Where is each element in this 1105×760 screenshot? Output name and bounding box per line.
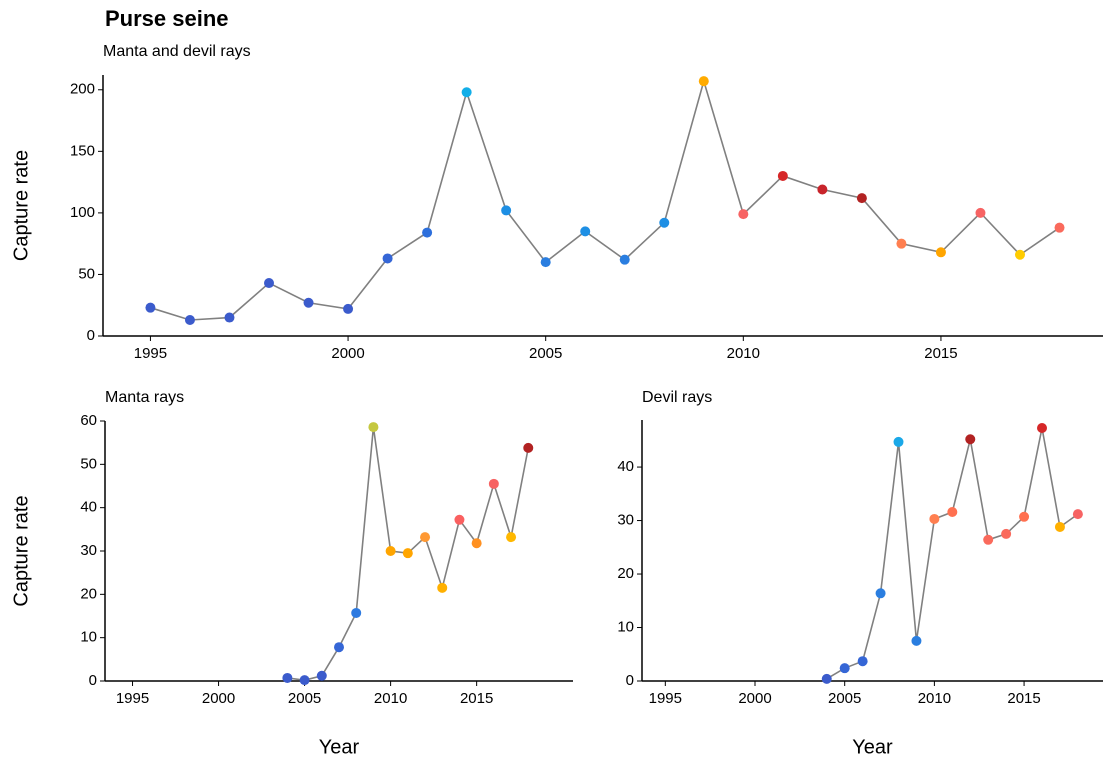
- point: [1019, 511, 1030, 522]
- point: [911, 635, 922, 646]
- x-tick-label: 2005: [529, 345, 562, 362]
- point: [1037, 423, 1048, 434]
- point: [875, 588, 886, 599]
- y-tick-label: 200: [70, 81, 95, 98]
- y-tick-label: 150: [70, 142, 95, 159]
- point: [947, 506, 958, 517]
- point: [471, 538, 482, 549]
- y-tick-label: 0: [89, 672, 97, 689]
- point: [738, 209, 749, 220]
- y-tick-label: 50: [80, 455, 97, 472]
- point: [896, 238, 907, 249]
- point: [1072, 509, 1083, 520]
- point: [334, 642, 344, 653]
- point: [821, 673, 832, 684]
- chart-title: Purse seine: [105, 6, 229, 31]
- x-tick-label: 2010: [918, 690, 951, 707]
- point: [1054, 521, 1065, 532]
- point: [461, 87, 472, 98]
- point: [343, 303, 354, 314]
- y-axis-label: Capture rate: [10, 150, 32, 261]
- x-tick-label: 2005: [828, 690, 861, 707]
- point: [983, 534, 994, 545]
- point: [264, 278, 275, 289]
- y-tick-label: 30: [617, 512, 634, 529]
- point: [817, 184, 828, 195]
- point: [351, 607, 362, 618]
- point: [893, 436, 904, 447]
- x-tick-label: 1995: [134, 345, 167, 362]
- x-tick-label: 2005: [288, 690, 321, 707]
- point: [382, 253, 393, 264]
- y-tick-label: 20: [80, 585, 97, 602]
- point: [965, 434, 976, 445]
- point: [856, 193, 867, 204]
- x-tick-label: 2000: [202, 690, 235, 707]
- point: [145, 302, 156, 313]
- panel-subtitle: Manta rays: [105, 389, 184, 406]
- point: [580, 226, 591, 237]
- point: [777, 170, 788, 181]
- x-tick-label: 1995: [116, 690, 149, 707]
- point: [422, 227, 433, 238]
- point: [385, 546, 396, 556]
- point: [975, 207, 986, 218]
- y-tick-label: 0: [626, 672, 634, 689]
- point: [299, 675, 310, 686]
- point: [303, 297, 314, 308]
- point: [420, 532, 431, 543]
- x-tick-label: 2000: [738, 690, 771, 707]
- y-tick-label: 40: [80, 499, 97, 516]
- point: [184, 314, 195, 325]
- point: [402, 548, 413, 559]
- panel-subtitle: Manta and devil rays: [103, 43, 251, 60]
- point: [857, 656, 868, 667]
- point: [540, 257, 551, 268]
- point: [368, 422, 379, 433]
- line: [150, 78, 1060, 321]
- y-tick-label: 0: [87, 327, 95, 344]
- point: [839, 663, 850, 674]
- x-tick-label: 2010: [374, 690, 407, 707]
- x-tick-label: 2015: [1007, 690, 1040, 707]
- point: [1001, 528, 1012, 539]
- x-tick-label: 2000: [331, 345, 364, 362]
- x-axis-label: Year: [319, 736, 360, 758]
- y-tick-label: 40: [617, 458, 634, 475]
- x-tick-label: 2010: [727, 345, 760, 362]
- x-tick-label: 2015: [460, 690, 493, 707]
- x-tick-label: 1995: [649, 690, 682, 707]
- y-tick-label: 20: [617, 565, 634, 582]
- point: [523, 442, 534, 453]
- y-axis-label: Capture rate: [10, 495, 32, 606]
- y-tick-label: 30: [80, 542, 97, 559]
- y-tick-label: 10: [80, 629, 97, 646]
- point: [437, 582, 448, 593]
- point: [282, 672, 293, 683]
- point: [1014, 249, 1025, 260]
- y-tick-label: 50: [78, 265, 95, 282]
- point: [698, 76, 709, 87]
- point: [1054, 222, 1065, 233]
- panel-subtitle: Devil rays: [642, 389, 712, 406]
- point: [224, 312, 235, 323]
- point: [506, 532, 517, 543]
- point: [935, 247, 946, 258]
- x-axis-label: Year: [852, 736, 893, 758]
- point: [316, 670, 327, 681]
- point: [619, 254, 630, 265]
- y-tick-label: 100: [70, 204, 95, 221]
- point: [659, 217, 670, 228]
- point: [454, 514, 465, 525]
- x-tick-label: 2015: [924, 345, 957, 362]
- point: [488, 478, 499, 489]
- y-tick-label: 10: [617, 618, 634, 635]
- y-tick-label: 60: [80, 412, 97, 429]
- point: [501, 205, 512, 216]
- point: [929, 513, 940, 524]
- line: [826, 427, 1079, 680]
